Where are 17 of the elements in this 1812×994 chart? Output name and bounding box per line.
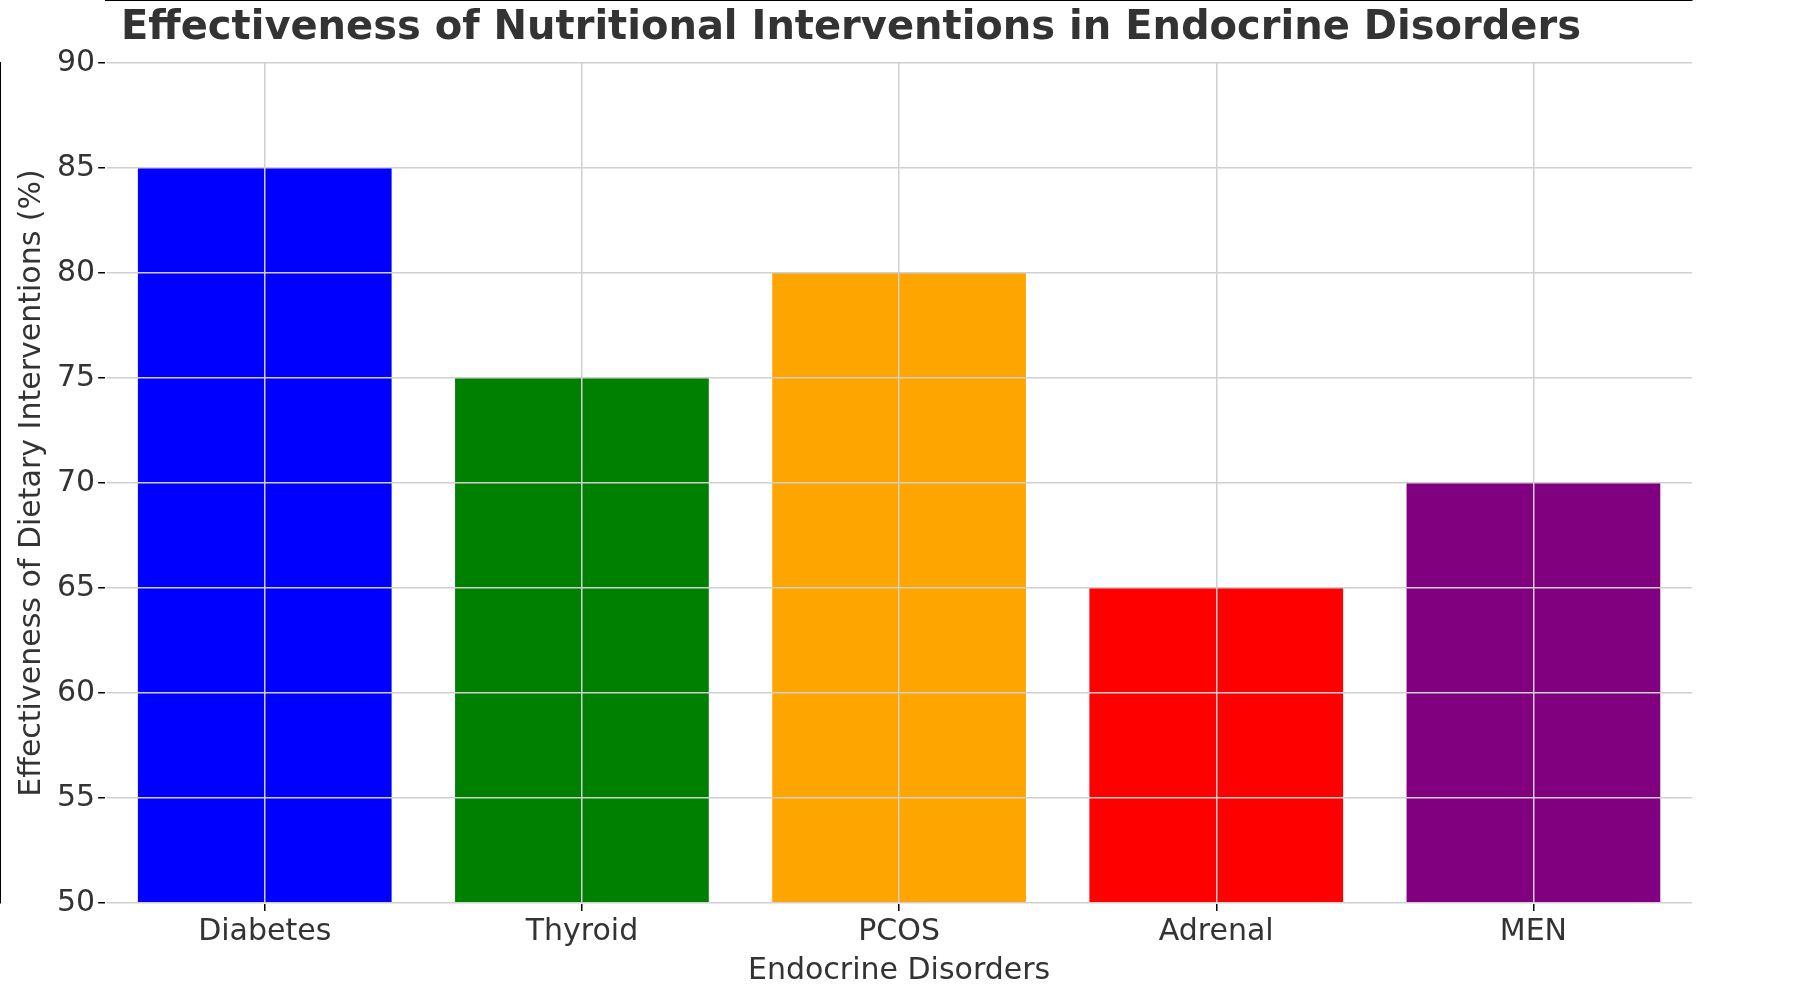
y-tick-label: 60 xyxy=(56,672,96,708)
y-tick-label: 70 xyxy=(56,462,96,498)
y-tick-label: 75 xyxy=(56,357,96,393)
y-tick-label: 65 xyxy=(56,567,96,603)
x-tick-label: Diabetes xyxy=(198,911,332,947)
x-axis-title: Endocrine Disorders xyxy=(747,950,1051,986)
x-tick-label: Adrenal xyxy=(1158,911,1274,947)
x-tick-label: Thyroid xyxy=(524,911,639,947)
y-axis-title: Effectiveness of Dietary Interventions (%) xyxy=(11,169,47,797)
y-tick-label: 85 xyxy=(56,147,96,183)
y-tick-label: 80 xyxy=(56,252,96,288)
chart-title: Effectiveness of Nutritional Interventions in Endocrine Disorders xyxy=(121,2,1581,49)
y-tick-label: 55 xyxy=(56,777,96,813)
x-tick-label: PCOS xyxy=(858,911,940,947)
y-tick-label: 90 xyxy=(56,42,96,78)
y-tick-label: 50 xyxy=(56,882,96,918)
x-tick-label: MEN xyxy=(1499,911,1568,947)
